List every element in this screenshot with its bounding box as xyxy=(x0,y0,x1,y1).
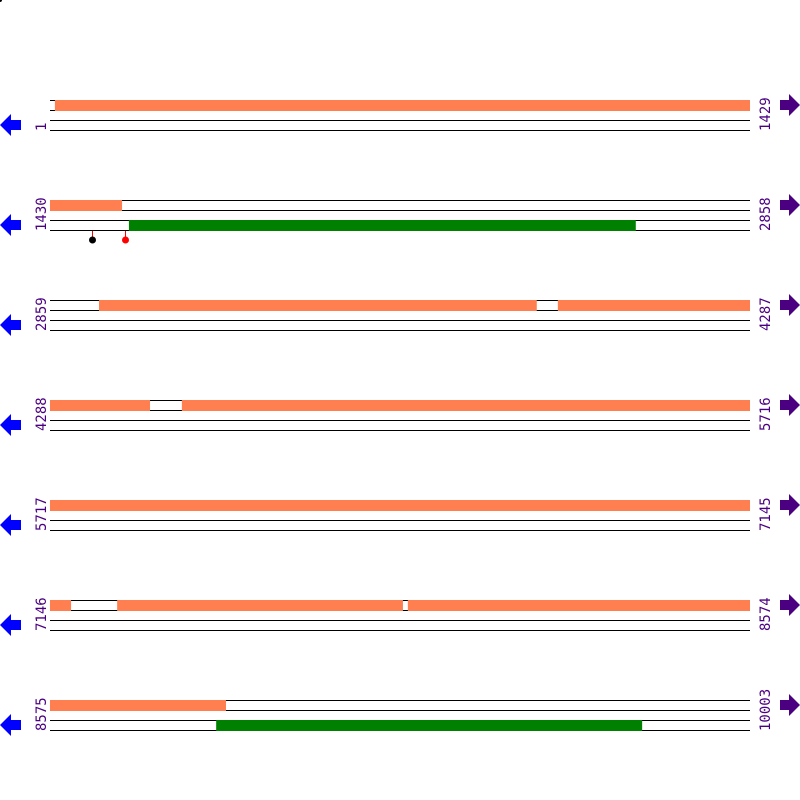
orange-feature[interactable] xyxy=(407,600,750,611)
end-position-label: 1429 xyxy=(758,97,774,131)
red-marker[interactable] xyxy=(122,236,129,244)
track-row: 2859 4287 xyxy=(0,294,800,336)
start-position-label: 2859 xyxy=(34,297,50,331)
arrow-left-icon[interactable] xyxy=(0,314,21,336)
orange-feature[interactable] xyxy=(99,300,537,311)
green-feature[interactable] xyxy=(128,220,636,231)
arrow-right-icon[interactable] xyxy=(780,494,800,516)
start-position-label: 7146 xyxy=(34,597,50,631)
start-position-label: 5717 xyxy=(34,497,50,531)
orange-feature[interactable] xyxy=(117,600,403,611)
arrow-right-icon[interactable] xyxy=(780,394,800,416)
orange-feature[interactable] xyxy=(50,600,72,611)
track-row: 7146 8574 xyxy=(0,594,800,636)
orange-feature[interactable] xyxy=(50,200,123,211)
arrow-right-icon[interactable] xyxy=(780,694,800,716)
end-position-label: 4287 xyxy=(758,297,774,331)
track-row: 4288 5716 xyxy=(0,394,800,436)
orange-feature[interactable] xyxy=(557,300,750,311)
track-row: 1 1429 xyxy=(0,94,800,136)
end-position-label: 2858 xyxy=(758,197,774,231)
end-position-label: 7145 xyxy=(758,497,774,531)
track-row: 8575 10003 xyxy=(0,689,800,736)
end-position-label: 8574 xyxy=(758,597,774,631)
arrow-right-icon[interactable] xyxy=(780,294,800,316)
start-position-label: 1 xyxy=(34,123,50,131)
arrow-left-icon[interactable] xyxy=(0,114,21,136)
arrow-right-icon[interactable] xyxy=(780,194,800,216)
arrow-left-icon[interactable] xyxy=(0,714,21,736)
orange-feature[interactable] xyxy=(50,500,750,511)
corner-dot xyxy=(0,0,2,2)
orange-feature[interactable] xyxy=(54,100,750,111)
start-position-label: 8575 xyxy=(34,697,50,731)
orange-feature[interactable] xyxy=(181,400,751,411)
end-position-label: 5716 xyxy=(758,397,774,431)
arrow-left-icon[interactable] xyxy=(0,414,21,436)
track-row: 5717 7145 xyxy=(0,494,800,536)
orange-feature[interactable] xyxy=(50,400,150,411)
orange-feature[interactable] xyxy=(50,700,226,711)
black-marker[interactable] xyxy=(89,236,96,244)
green-feature[interactable] xyxy=(216,720,643,731)
arrow-left-icon[interactable] xyxy=(0,614,21,636)
start-position-label: 4288 xyxy=(34,397,50,431)
arrow-left-icon[interactable] xyxy=(0,514,21,536)
end-position-label: 10003 xyxy=(758,689,774,731)
start-position-label: 1430 xyxy=(34,197,50,231)
arrow-left-icon[interactable] xyxy=(0,214,21,236)
track-row: 1430 2858 xyxy=(0,194,800,244)
arrow-right-icon[interactable] xyxy=(780,594,800,616)
arrow-right-icon[interactable] xyxy=(780,94,800,116)
